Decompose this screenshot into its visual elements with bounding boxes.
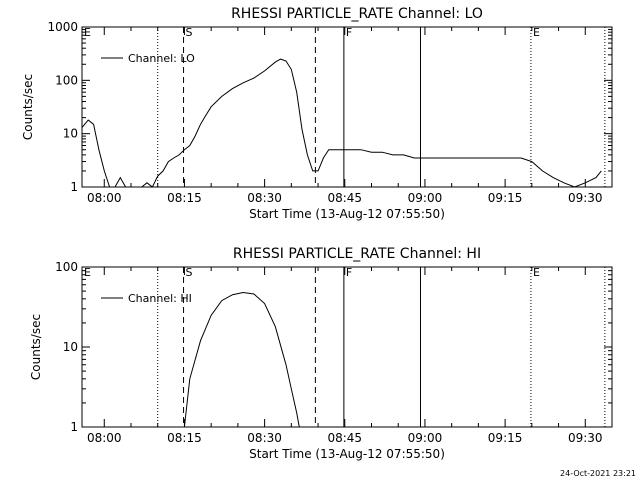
- marker-label: S: [186, 266, 193, 279]
- x-tick-label: 08:15: [167, 191, 202, 205]
- series-line: [183, 291, 300, 428]
- x-tick-label: 08:15: [167, 431, 202, 445]
- footer-timestamp: 24-Oct-2021 23:21: [560, 469, 636, 478]
- marker-label: S: [186, 26, 193, 39]
- x-tick-label: 08:00: [87, 431, 122, 445]
- series-line: [81, 58, 602, 188]
- x-tick-label: 08:45: [327, 191, 362, 205]
- x-axis-label: Start Time (13-Aug-12 07:55:50): [249, 447, 445, 461]
- plot-frame: [81, 26, 613, 188]
- y-tick-label: 10: [63, 340, 78, 354]
- y-axis-label: Counts/sec: [21, 74, 35, 140]
- x-tick-label: 09:00: [408, 191, 443, 205]
- legend-label: Channel: HI: [128, 292, 192, 305]
- x-tick-label: 09:30: [568, 191, 603, 205]
- y-tick-label: 1: [70, 180, 78, 194]
- marker-label: F: [346, 26, 352, 39]
- y-tick-label: 100: [55, 260, 78, 274]
- chart-title: RHESSI PARTICLE_RATE Channel: HI: [233, 246, 481, 262]
- lo-channel-chart: RHESSI PARTICLE_RATE Channel: LO Start Ti…: [21, 6, 613, 221]
- hi-channel-chart: RHESSI PARTICLE_RATE Channel: HI Start Ti…: [29, 246, 613, 461]
- marker-label: E: [84, 266, 91, 279]
- x-tick-label: 08:30: [247, 431, 282, 445]
- x-tick-label: 08:30: [247, 191, 282, 205]
- marker-label: E: [533, 26, 540, 39]
- chart-title: RHESSI PARTICLE_RATE Channel: LO: [231, 6, 483, 22]
- marker-label: E: [84, 26, 91, 39]
- y-axis-label: Counts/sec: [29, 314, 43, 380]
- plot-frame: [81, 266, 613, 428]
- x-tick-label: 09:15: [488, 191, 523, 205]
- x-tick-label: 09:00: [408, 431, 443, 445]
- y-tick-label: 10: [63, 127, 78, 141]
- x-axis-label: Start Time (13-Aug-12 07:55:50): [249, 207, 445, 221]
- x-tick-label: 08:00: [87, 191, 122, 205]
- marker-label: E: [533, 266, 540, 279]
- x-tick-label: 08:45: [327, 431, 362, 445]
- legend-label: Channel: LO: [128, 52, 195, 65]
- y-tick-label: 1: [70, 420, 78, 434]
- marker-label: F: [346, 266, 352, 279]
- x-tick-label: 09:15: [488, 431, 523, 445]
- y-tick-label: 100: [55, 73, 78, 87]
- x-tick-label: 09:30: [568, 431, 603, 445]
- y-tick-label: 1000: [47, 20, 78, 34]
